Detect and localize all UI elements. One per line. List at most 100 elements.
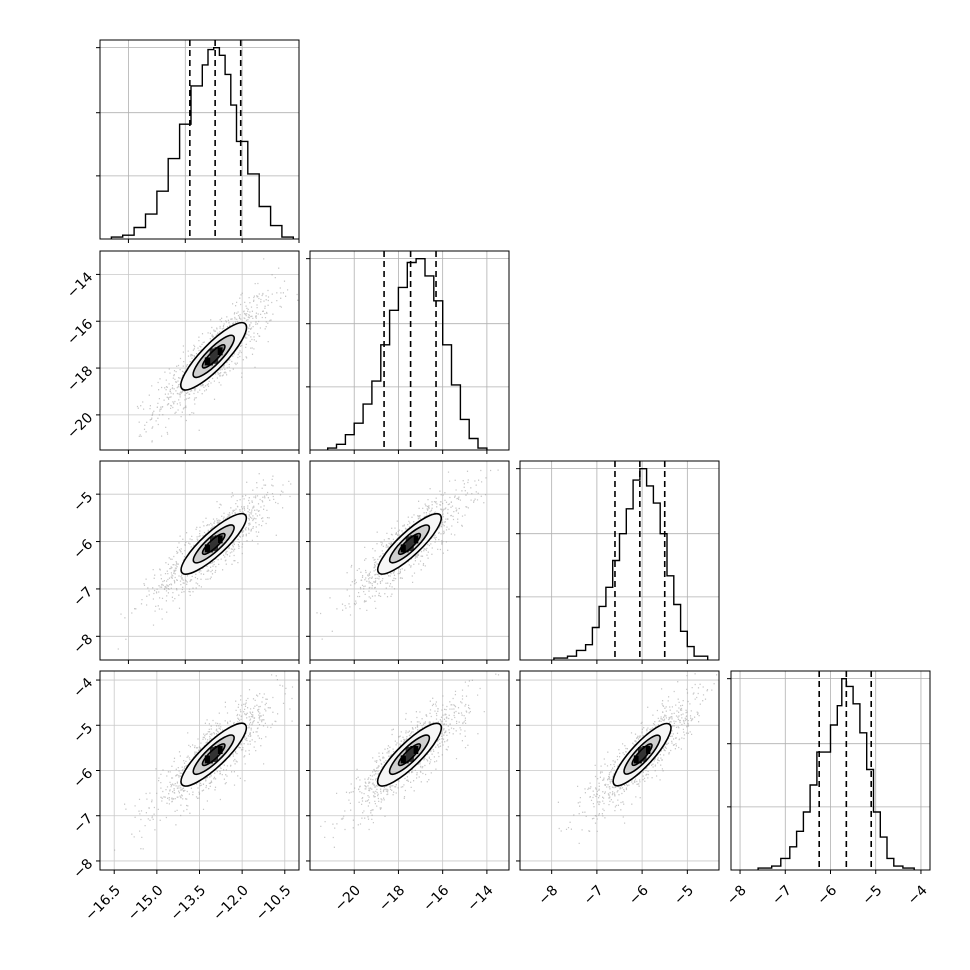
panel-r3-c2: −8 −7 −6 −5 (516, 670, 720, 908)
density-peak-cell (209, 348, 218, 357)
x-tick-label: −10.5 (253, 882, 295, 924)
y-tick-label: −18 (64, 363, 96, 395)
x-tick-label: −20 (332, 882, 364, 914)
contour-line (612, 722, 672, 787)
panel-frame (99, 460, 300, 661)
contour-line (180, 722, 248, 787)
panel-r1-c0: −14 −16 −18 −20 (64, 250, 300, 454)
x-tick-label: −16.5 (82, 882, 124, 924)
y-tick-label: −6 (70, 536, 96, 562)
density-peak-cell (204, 755, 213, 764)
density-peak-cell (405, 536, 414, 545)
y-tick-label: −16 (64, 316, 96, 348)
density-layer (117, 473, 292, 650)
histogram-step (327, 258, 488, 450)
contour-line (631, 743, 653, 767)
histogram-step (110, 47, 294, 239)
density-peak-cell (210, 543, 218, 552)
y-tick-label: −8 (70, 631, 96, 657)
contour-line (376, 512, 443, 575)
density-peak-cell (405, 753, 414, 762)
density-peak-cell (633, 755, 642, 764)
contour-line (376, 722, 443, 787)
panel-frame (99, 39, 300, 240)
panel-r2-c2 (516, 460, 720, 664)
x-tick-label: −15.0 (125, 882, 167, 924)
density-peak-cell (209, 746, 218, 755)
contour-line (192, 334, 235, 379)
histogram-step (757, 678, 915, 870)
y-tick-label: −5 (70, 720, 96, 746)
y-tick-label: −5 (70, 489, 96, 515)
x-tick-label: −7 (769, 882, 795, 908)
panel-r2-c1 (306, 460, 510, 664)
y-tick-label: −14 (64, 269, 96, 301)
x-tick-label: −5 (671, 882, 697, 908)
x-tick-label: −7 (581, 882, 607, 908)
x-tick-label: −4 (905, 882, 931, 908)
x-tick-label: −18 (376, 882, 408, 914)
panel-frame (730, 670, 931, 871)
density-peak-cell (410, 535, 419, 544)
x-tick-label: −6 (814, 882, 840, 908)
density-peak-cell (204, 357, 213, 366)
y-tick-label: −7 (70, 811, 96, 837)
density-layer (316, 469, 499, 640)
panel-r3-c3: −8 −7 −6 −5 −4 (724, 670, 931, 908)
y-tick-label: −4 (70, 675, 96, 701)
x-tick-label: −5 (860, 882, 886, 908)
x-tick-label: −16 (420, 882, 452, 914)
panel-frame (309, 250, 510, 451)
x-tick-label: −14 (464, 882, 496, 914)
x-tick-label: −12.0 (210, 882, 252, 924)
density-layer (320, 673, 500, 848)
density-peak-cell (642, 746, 651, 754)
density-peak-cell (638, 753, 647, 762)
panel-r1-c1 (306, 250, 510, 454)
density-peak-cell (405, 543, 414, 552)
density-peak-cell (210, 754, 218, 762)
contour-line (192, 524, 235, 564)
y-tick-label: −6 (70, 765, 96, 791)
panel-frame (99, 250, 300, 451)
x-tick-label: −6 (626, 882, 652, 908)
density-peak-cell (410, 746, 419, 754)
panel-frame (519, 670, 720, 871)
contour-line (623, 734, 661, 775)
density-layer (136, 258, 299, 443)
histogram-step (553, 468, 709, 660)
density-peak-cell (210, 536, 218, 545)
density-peak-cell (214, 535, 223, 544)
density-peak-cell (400, 544, 409, 553)
panel-r0-c0 (96, 39, 300, 243)
contour-line (180, 512, 248, 575)
density-peak-cell (214, 746, 223, 754)
contour-line (201, 532, 226, 556)
x-tick-label: −8 (724, 882, 750, 908)
panel-r3-c1: −20 −18 −16 −14 (306, 670, 510, 915)
panel-r2-c0: −5 −6 −7 −8 (70, 460, 300, 664)
y-tick-label: −8 (70, 856, 96, 882)
contour-line (397, 743, 422, 767)
panel-frame (519, 460, 720, 661)
density-layer (557, 673, 718, 845)
density-peak-cell (210, 355, 219, 364)
density-peak-cell (638, 747, 646, 756)
contour-line (201, 343, 226, 369)
panel-frame (309, 460, 510, 661)
panel-frame (309, 670, 510, 871)
contour-line (388, 734, 431, 776)
density-peak-cell (400, 755, 409, 764)
density-peak-cell (405, 746, 414, 755)
contour-line (180, 321, 248, 391)
contour-line (192, 734, 235, 776)
y-tick-label: −20 (64, 410, 96, 442)
density-peak-cell (214, 347, 223, 356)
panel-frame (99, 670, 300, 871)
density-layer (114, 674, 294, 851)
x-tick-label: −8 (536, 882, 562, 908)
contour-line (388, 524, 431, 564)
x-tick-label: −13.5 (168, 882, 210, 924)
y-tick-label: −7 (70, 584, 96, 610)
panel-r3-c0: −4 −5 −6 −7 −8−16.5 −15.0 −13.5 −12.0 −10.5 (70, 670, 300, 924)
